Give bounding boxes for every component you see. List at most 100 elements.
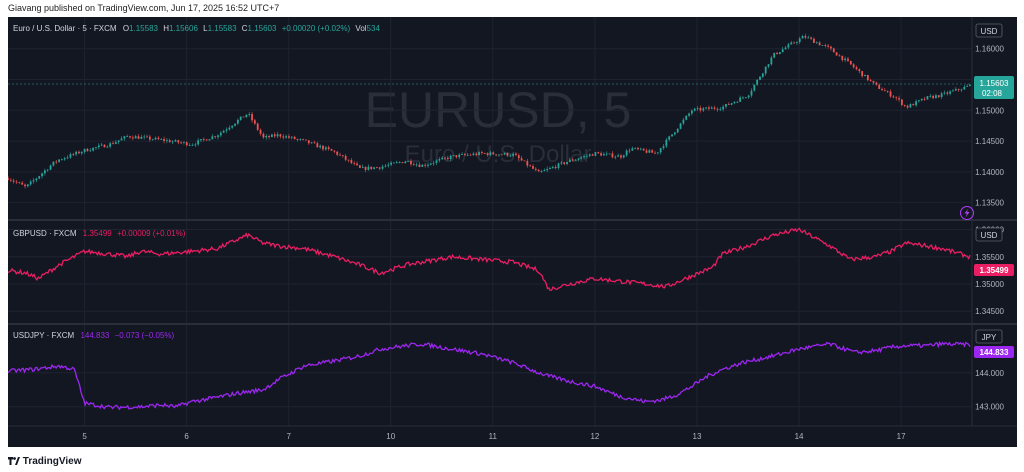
currency-label-eur[interactable]: USD [975, 23, 1003, 38]
eurusd-legend[interactable]: Euro / U.S. Dollar · 5 · FXCM O1.15583 H… [13, 24, 380, 33]
currency-label-jpy[interactable]: JPY [975, 329, 1003, 344]
candle-body [393, 162, 395, 164]
high-value: 1.15606 [169, 24, 198, 33]
candle-body [219, 132, 222, 136]
candle-body [920, 98, 923, 101]
candle-body [710, 107, 713, 109]
candle-body [847, 58, 849, 61]
footer: TradingView [0, 450, 1024, 472]
candle-body [387, 164, 390, 166]
candle-body [146, 136, 148, 138]
candle-body [358, 165, 361, 168]
candle-body [188, 144, 191, 146]
candle-body [716, 108, 719, 110]
candle-body [926, 96, 929, 100]
candle-body [903, 104, 906, 106]
candle-body [730, 103, 733, 105]
candle-body [478, 152, 480, 155]
usdjpy-legend[interactable]: USDJPY · FXCM 144.833 −0.073 (−0.05%) [13, 331, 175, 340]
candle-body [131, 137, 134, 139]
candle-body [191, 144, 194, 146]
candle-body [852, 64, 855, 68]
time-tick-label: 6 [184, 432, 189, 441]
gbpusd-legend[interactable]: GBPUSD · FXCM 1.35499 +0.00009 (+0.01%) [13, 229, 186, 238]
chart-area[interactable]: EURUSD, 5 Euro / U.S. Dollar 1.16000 1.15… [7, 17, 1017, 447]
price-tick-label: 1.34500 [975, 307, 1004, 316]
time-axis[interactable]: 5 6 7 10 11 12 13 14 17 [82, 432, 906, 441]
candle-body [168, 140, 171, 143]
candle-body [733, 101, 736, 104]
candle-body [183, 142, 185, 143]
candle-body [208, 139, 211, 141]
candle-body [469, 154, 472, 156]
candle-body [319, 145, 322, 148]
candle-body [461, 154, 463, 155]
time-tick-label: 14 [795, 432, 804, 441]
gbpusd-change: +0.00009 (+0.01%) [117, 229, 186, 238]
price-tick-label: 1.35000 [975, 280, 1004, 289]
candle-body [611, 153, 614, 158]
candle-body [560, 162, 563, 164]
candle-body [875, 82, 878, 85]
open-value: 1.15583 [129, 24, 158, 33]
chart-svg[interactable]: EURUSD, 5 Euro / U.S. Dollar 1.160001.15… [7, 17, 1017, 447]
candle-body [200, 139, 202, 141]
candle-body [367, 166, 370, 170]
candle-body [665, 139, 668, 147]
candle-body [557, 163, 560, 169]
candle-body [100, 144, 103, 146]
candle-body [886, 91, 889, 92]
candle-body [449, 155, 452, 159]
candle-body [350, 160, 353, 164]
candle-body [69, 154, 72, 158]
tradingview-logo-icon [8, 457, 20, 465]
candle-body [827, 45, 830, 47]
tradingview-brand: TradingView [22, 456, 82, 467]
candle-body [55, 161, 58, 163]
candle-body [154, 137, 157, 140]
candle-body [316, 143, 319, 148]
candle-body [24, 184, 26, 187]
candle-body [427, 164, 429, 166]
time-tick-label: 11 [489, 432, 498, 441]
gbpusd-line[interactable] [7, 227, 971, 292]
svg-text:144.833: 144.833 [980, 348, 1009, 357]
candle-body [339, 154, 341, 156]
candle-body [798, 38, 801, 43]
lightning-icon[interactable] [960, 206, 974, 220]
candle-body [815, 42, 818, 44]
candle-body [744, 97, 747, 99]
candle-body [586, 155, 588, 157]
candle-body [895, 97, 898, 99]
candle-body [898, 98, 900, 100]
candle-body [140, 136, 143, 139]
candle-body [574, 159, 577, 161]
price-tick-label: 1.15000 [975, 106, 1004, 115]
candle-body [217, 135, 219, 138]
eurusd-symbol: Euro / U.S. Dollar · 5 · FXCM [13, 24, 117, 33]
tradingview-logo[interactable]: TradingView [8, 456, 82, 467]
candle-body [310, 142, 313, 144]
candle-body [855, 67, 858, 70]
candle-body [356, 163, 358, 166]
candle-body [157, 137, 160, 140]
candle-body [682, 119, 685, 124]
candle-body [432, 162, 435, 164]
candle-body [773, 52, 776, 58]
candle-body [112, 143, 114, 145]
currency-label-gbp[interactable]: USD [975, 227, 1003, 242]
candle-body [429, 163, 432, 165]
eurusd-candles[interactable] [7, 33, 971, 189]
candle-body [92, 147, 95, 151]
candle-body [299, 139, 302, 140]
candle-body [662, 146, 665, 149]
candle-body [614, 156, 617, 158]
candle-body [166, 140, 168, 141]
candle-body [620, 155, 622, 158]
candle-body [622, 155, 625, 158]
candle-body [866, 74, 869, 81]
usdjpy-line[interactable] [7, 340, 971, 411]
candle-body [398, 162, 401, 163]
candle-body [404, 161, 407, 164]
candle-body [333, 150, 336, 152]
